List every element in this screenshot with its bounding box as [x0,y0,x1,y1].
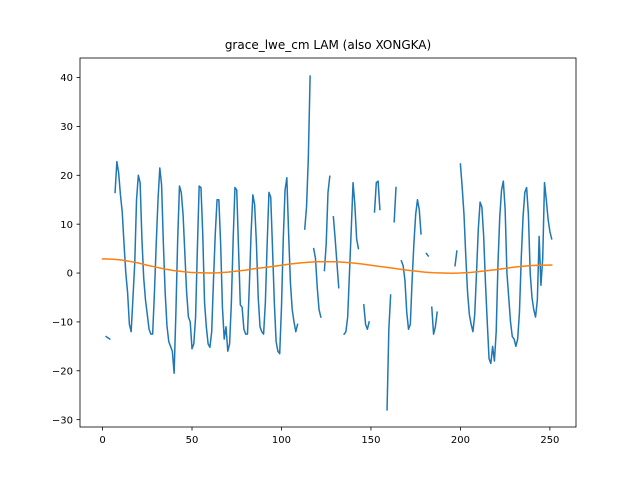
y-tick-label: 20 [60,171,73,182]
series-1 [105,75,553,411]
series-1-line [105,75,553,411]
x-tick-label: 250 [540,435,559,446]
y-tick-label: −20 [52,366,73,377]
y-tick-label: 10 [60,220,73,231]
y-tick-label: 0 [67,269,73,280]
x-tick-label: 200 [451,435,470,446]
y-tick-label: 40 [60,73,73,84]
series-2-line [101,258,553,275]
chart-title: grace_lwe_cm LAM (also XONGKA) [225,38,431,52]
y-tick-label: −10 [52,318,73,329]
y-tick-label: 30 [60,122,73,133]
y-tick-label: −30 [52,415,73,426]
x-tick-label: 50 [186,435,199,446]
x-tick-label: 150 [361,435,380,446]
series-layer [101,75,553,411]
plot-frame [79,57,577,428]
x-tick-label: 100 [272,435,291,446]
series-2 [101,258,553,275]
axes-layer: 0 50 100 150 200 250 −30 −20 −10 0 10 20 30 40 [52,57,577,446]
x-tick-label: 0 [99,435,105,446]
